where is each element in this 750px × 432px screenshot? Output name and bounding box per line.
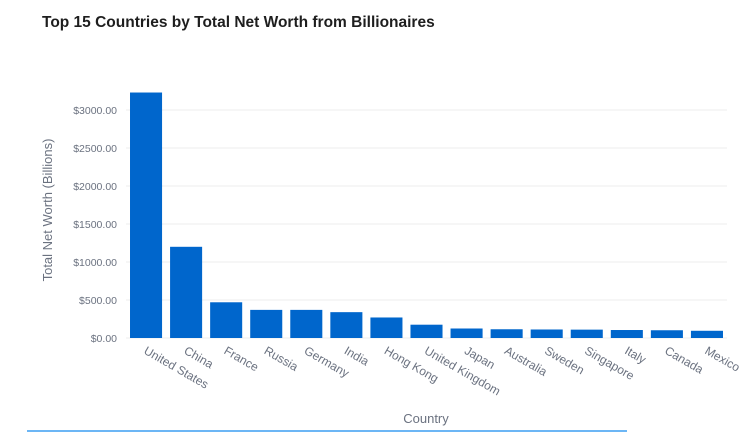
x-tick-label: Italy <box>622 343 648 366</box>
bottom-scroll-indicator <box>27 430 627 432</box>
y-axis-title: Total Net Worth (Billions) <box>40 139 55 282</box>
x-tick-label: Sweden <box>542 343 587 377</box>
bar[interactable] <box>650 330 683 338</box>
bar[interactable] <box>330 312 363 338</box>
bar[interactable] <box>610 330 643 338</box>
y-tick-label: $0.00 <box>91 333 117 345</box>
x-tick-label: Canada <box>662 343 706 376</box>
bar[interactable] <box>690 330 723 338</box>
bar[interactable] <box>410 324 443 338</box>
x-tick-label: Mexico <box>702 343 742 374</box>
bar[interactable] <box>370 317 403 338</box>
x-tick-label: Russia <box>262 343 301 374</box>
y-tick-label: $1500.00 <box>73 219 117 231</box>
y-tick-label: $500.00 <box>79 295 117 307</box>
y-axis-ticks: $0.00 $500.00 $1000.00 $1500.00 $2000.00 $250… <box>73 105 117 345</box>
y-tick-label: $1000.00 <box>73 257 117 269</box>
bar[interactable] <box>290 309 323 338</box>
x-tick-label: Germany <box>302 343 352 380</box>
bar[interactable] <box>490 329 523 338</box>
y-tick-label: $2000.00 <box>73 181 117 193</box>
bar[interactable] <box>530 329 563 338</box>
chart-title: Top 15 Countries by Total Net Worth from… <box>42 14 435 31</box>
bar[interactable] <box>130 92 163 339</box>
bars <box>130 92 723 339</box>
y-tick-label: $2500.00 <box>73 143 117 155</box>
bar[interactable] <box>170 246 203 338</box>
bar[interactable] <box>450 328 483 339</box>
x-axis-title: Country <box>403 411 449 426</box>
x-tick-label: Australia <box>502 343 550 379</box>
bar[interactable] <box>570 329 603 338</box>
bar[interactable] <box>250 309 283 338</box>
bar[interactable] <box>210 302 243 338</box>
x-tick-label: France <box>222 343 262 374</box>
y-tick-label: $3000.00 <box>73 105 117 117</box>
